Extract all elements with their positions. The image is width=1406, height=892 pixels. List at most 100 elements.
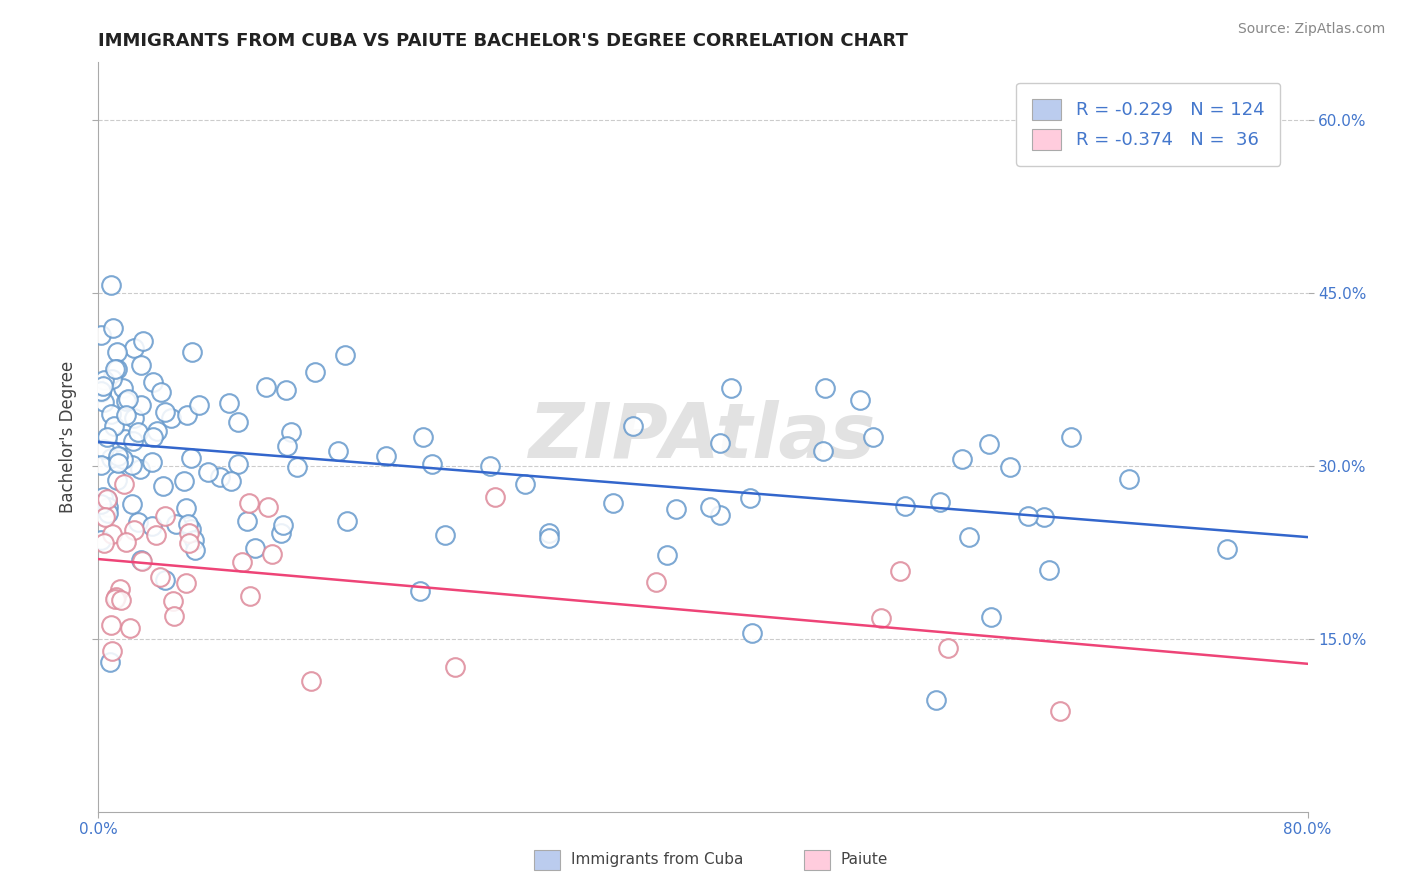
Point (120, 621, 142, 635)
Point (110, 593, 132, 607)
Point (163, 609, 186, 624)
Point (141, 519, 163, 533)
Text: ZIPAtlas: ZIPAtlas (529, 401, 877, 474)
Point (100, 451, 122, 466)
Point (100, 407, 122, 421)
Point (420, 457, 443, 471)
Point (183, 533, 205, 547)
Point (100, 527, 122, 541)
Point (180, 450, 202, 465)
Point (538, 525, 561, 540)
Point (145, 528, 167, 542)
Point (709, 436, 731, 450)
Point (101, 644, 124, 658)
Point (127, 515, 149, 529)
Point (1118, 471, 1140, 485)
Point (129, 358, 152, 372)
Point (90, 384, 112, 399)
Point (848, 392, 870, 407)
Point (280, 425, 302, 439)
Point (103, 592, 125, 607)
Point (699, 500, 721, 515)
Point (90, 384, 112, 398)
Point (957, 530, 980, 544)
Point (115, 534, 138, 549)
Point (112, 381, 135, 395)
Point (869, 610, 891, 624)
Point (121, 458, 143, 472)
Point (188, 398, 211, 412)
Point (105, 345, 128, 359)
Point (894, 499, 917, 513)
Point (980, 609, 1002, 624)
Point (741, 625, 763, 640)
Point (129, 398, 152, 412)
Point (91, 490, 114, 504)
Point (273, 518, 295, 533)
Point (484, 490, 506, 504)
Point (245, 541, 267, 555)
Point (142, 375, 165, 389)
Point (100, 655, 122, 669)
Point (114, 432, 136, 446)
Point (155, 405, 177, 419)
Point (336, 514, 359, 528)
Point (257, 500, 280, 514)
Point (90, 497, 112, 511)
Point (513, 477, 536, 491)
Point (262, 547, 284, 561)
Point (124, 410, 146, 425)
Point (1049, 704, 1071, 718)
Point (274, 384, 297, 398)
Point (479, 459, 502, 474)
Point (197, 465, 219, 479)
Point (889, 564, 911, 578)
Point (434, 528, 457, 542)
Point (100, 372, 122, 386)
Point (131, 554, 153, 568)
Point (174, 575, 197, 590)
Point (104, 590, 127, 604)
Point (153, 573, 176, 587)
Point (180, 522, 202, 536)
Point (276, 439, 298, 453)
Point (177, 516, 200, 531)
Point (105, 473, 128, 487)
Point (645, 575, 668, 590)
Point (977, 436, 1000, 450)
Point (129, 553, 152, 567)
Point (115, 393, 138, 408)
Point (94, 510, 117, 524)
Point (239, 590, 262, 604)
Point (238, 496, 260, 510)
Point (208, 469, 231, 483)
Point (150, 385, 173, 400)
Point (409, 584, 432, 599)
Point (950, 451, 973, 466)
Point (602, 496, 624, 510)
Point (304, 365, 326, 379)
Point (117, 392, 139, 406)
Point (160, 411, 183, 425)
Point (326, 444, 349, 458)
Y-axis label: Bachelor's Degree: Bachelor's Degree (59, 361, 77, 513)
Point (254, 380, 277, 394)
Point (90, 328, 112, 343)
Point (105, 362, 128, 376)
Point (929, 495, 952, 509)
Point (538, 532, 561, 546)
Point (226, 415, 249, 429)
Point (103, 419, 125, 434)
Point (127, 425, 149, 440)
Point (621, 418, 644, 433)
Point (93, 442, 115, 456)
Point (412, 430, 434, 444)
Point (665, 502, 688, 516)
Point (131, 334, 153, 348)
Point (738, 491, 761, 506)
Point (91, 379, 114, 393)
Point (1216, 541, 1239, 556)
Point (100, 278, 122, 293)
Point (97, 500, 120, 514)
Point (925, 693, 948, 707)
